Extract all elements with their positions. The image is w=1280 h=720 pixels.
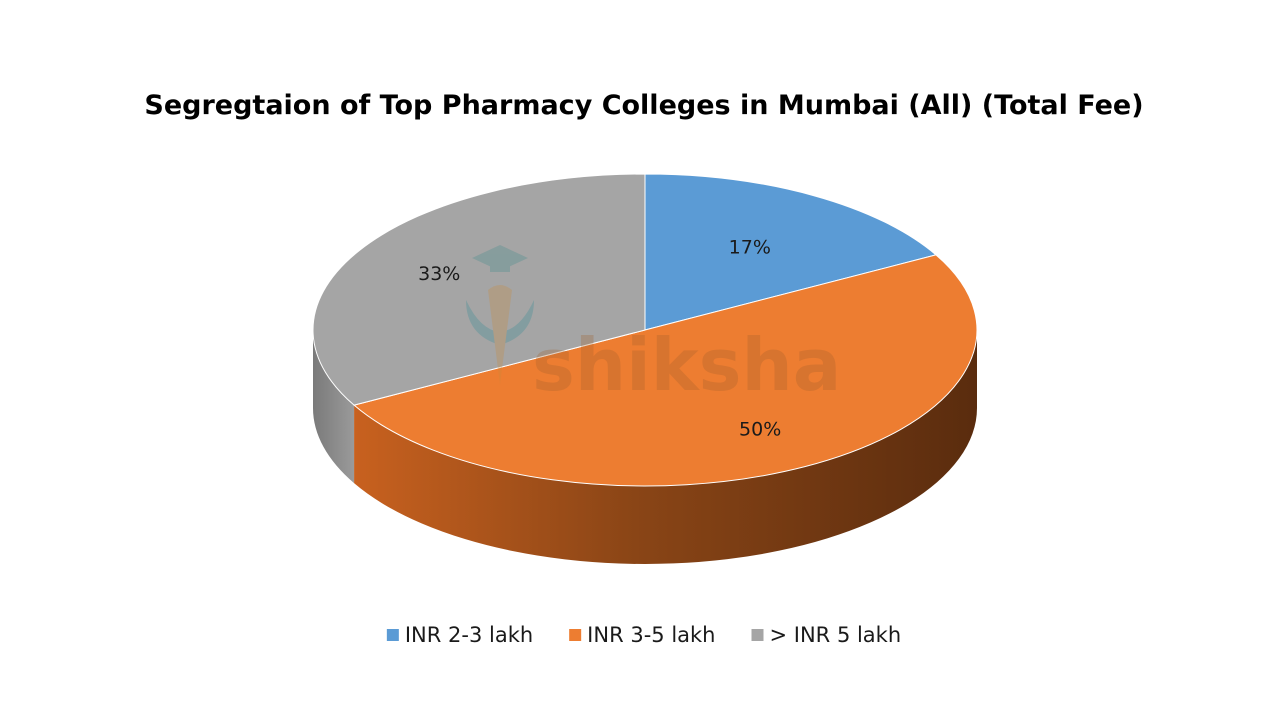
pie-side-layer bbox=[313, 330, 978, 564]
data-label-3: 33% bbox=[418, 263, 460, 285]
chart-title: Segregtaion of Top Pharmacy Colleges in … bbox=[144, 90, 1143, 121]
watermark-text: shiksha bbox=[532, 323, 841, 407]
data-label-1: 17% bbox=[729, 237, 771, 259]
graduation-cap-logo-icon bbox=[466, 245, 534, 385]
pie-slices bbox=[312, 173, 978, 487]
watermark: shiksha bbox=[466, 245, 841, 407]
legend-label-2: INR 3-5 lakh bbox=[587, 623, 715, 647]
pie-side-2 bbox=[354, 330, 978, 564]
data-label-2: 50% bbox=[739, 418, 781, 440]
legend-label-1: INR 2-3 lakh bbox=[405, 623, 533, 647]
legend-swatch-3 bbox=[751, 629, 764, 641]
legend-swatch-2 bbox=[569, 629, 582, 641]
pie-slice-2[interactable] bbox=[353, 254, 978, 487]
pie-slice-3[interactable] bbox=[312, 173, 646, 406]
legend-label-3: > INR 5 lakh bbox=[770, 623, 902, 647]
legend-swatch-1 bbox=[386, 629, 399, 641]
data-labels: 17% 50% 33% bbox=[418, 237, 781, 441]
pie-slice-1[interactable] bbox=[644, 173, 937, 331]
pie-side-3 bbox=[313, 330, 355, 484]
legend: INR 2-3 lakh INR 3-5 lakh > INR 5 lakh bbox=[386, 623, 902, 647]
